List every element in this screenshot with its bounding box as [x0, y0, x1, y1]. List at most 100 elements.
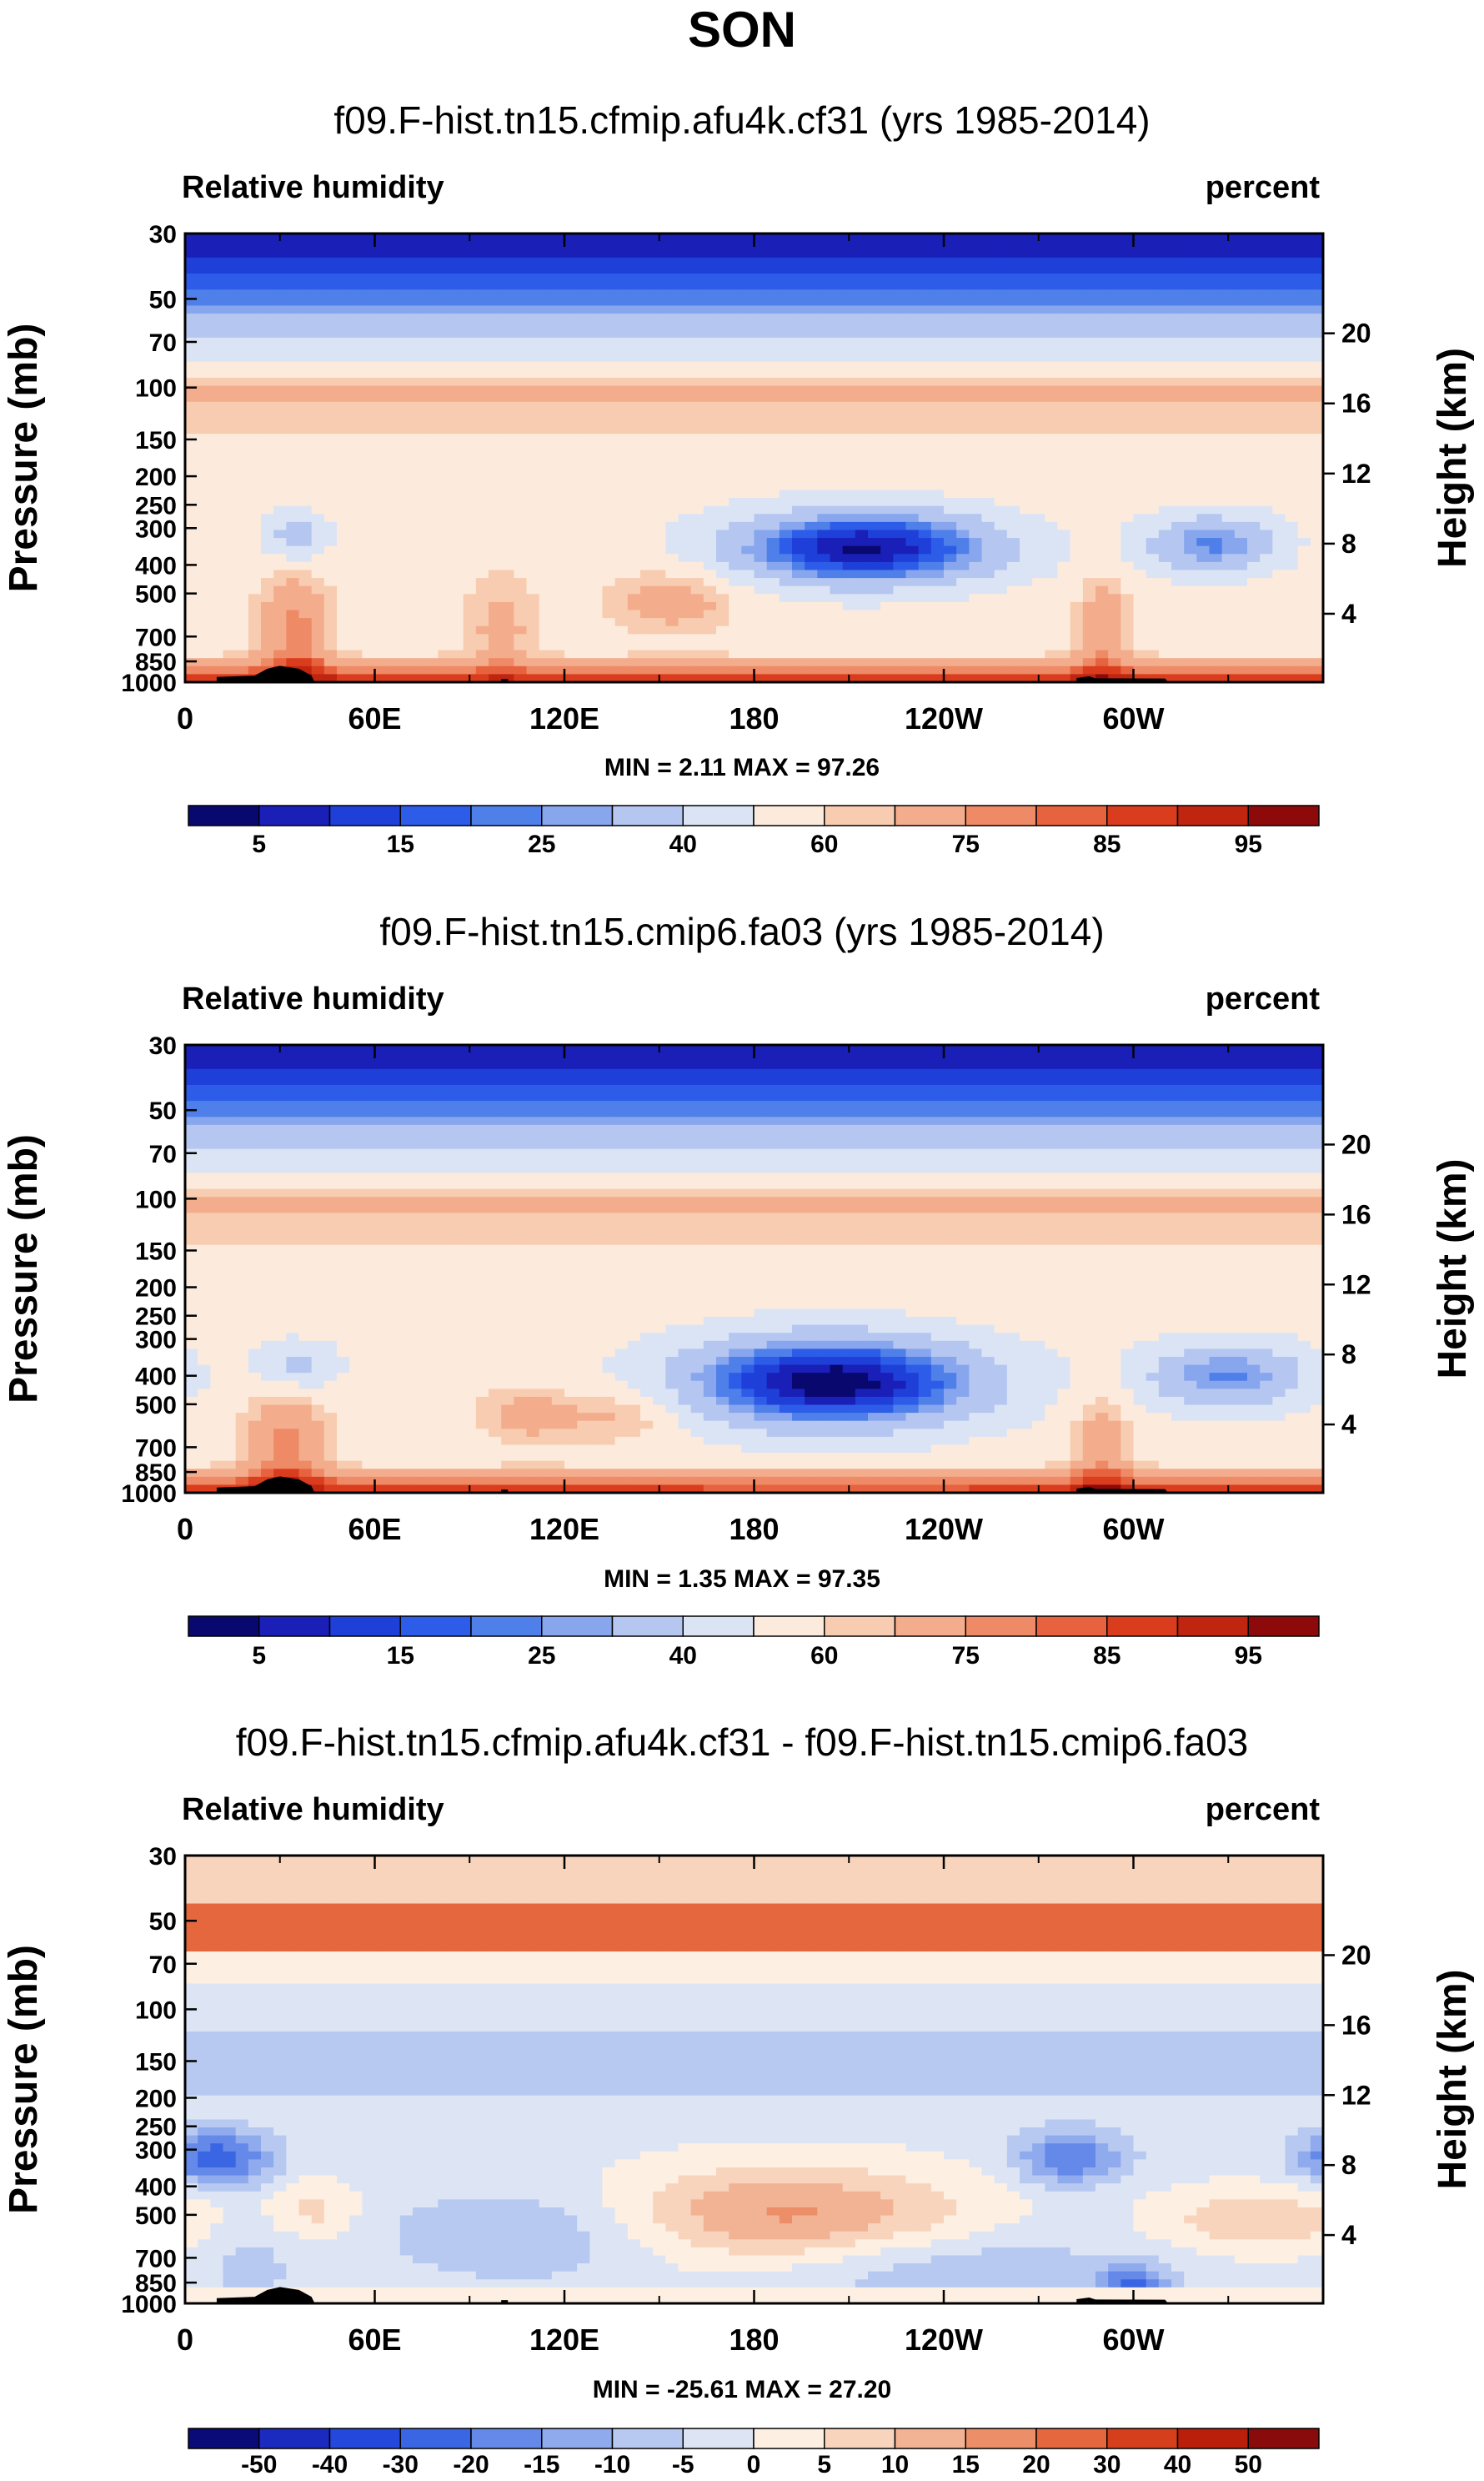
- field-cell: [1146, 474, 1160, 483]
- field-cell: [1171, 570, 1185, 579]
- field-cell: [817, 658, 831, 667]
- field-cell: [489, 641, 502, 651]
- field-cell: [1285, 394, 1299, 403]
- field-cell: [994, 249, 1008, 259]
- field-cell: [1158, 394, 1172, 403]
- field-cell: [665, 481, 679, 491]
- field-cell: [678, 425, 692, 434]
- field-cell: [1260, 474, 1273, 483]
- field-cell: [185, 289, 198, 299]
- field-cell: [1020, 385, 1033, 394]
- field-cell: [1020, 545, 1033, 555]
- field-cell: [1121, 490, 1135, 499]
- field-cell: [273, 625, 287, 635]
- field-cell: [337, 498, 350, 507]
- field-cell: [273, 297, 287, 307]
- field-cell: [349, 674, 363, 683]
- field-cell: [1297, 417, 1311, 427]
- field-cell: [994, 314, 1008, 323]
- field-cell: [589, 465, 604, 475]
- field-cell: [1221, 514, 1236, 523]
- field-cell: [1006, 289, 1020, 299]
- field-cell: [1247, 634, 1261, 643]
- field-cell: [766, 297, 780, 307]
- field-cell: [969, 257, 983, 267]
- field-cell: [1146, 305, 1160, 314]
- field-cell: [210, 634, 224, 643]
- field-cell: [1297, 650, 1311, 659]
- field-cell: [1045, 490, 1059, 499]
- field-cell: [185, 257, 198, 267]
- field-cell: [1133, 458, 1147, 467]
- field-cell: [994, 354, 1008, 363]
- field-cell: [614, 634, 629, 643]
- field-cell: [1057, 570, 1071, 579]
- field-cell: [1057, 289, 1071, 299]
- field-cell: [716, 417, 729, 427]
- field-cell: [438, 329, 452, 339]
- field-cell: [817, 665, 831, 675]
- field-cell: [577, 610, 590, 619]
- field-cell: [779, 425, 793, 434]
- field-cell: [475, 601, 489, 611]
- field-cell: [602, 321, 616, 330]
- field-cell: [842, 658, 856, 667]
- field-cell: [438, 545, 452, 555]
- field-cell: [754, 297, 768, 307]
- field-cell: [438, 618, 452, 627]
- field-cell: [425, 641, 439, 651]
- field-cell: [1171, 610, 1185, 619]
- field-cell: [577, 665, 590, 675]
- field-cell: [514, 297, 528, 307]
- field-cell: [1070, 521, 1084, 531]
- field-cell: [286, 434, 300, 443]
- field-cell: [741, 585, 755, 595]
- field-cell: [311, 634, 325, 643]
- field-cell: [1108, 329, 1121, 339]
- field-cell: [286, 601, 300, 611]
- field-cell: [198, 674, 211, 683]
- field-cell: [614, 458, 629, 467]
- field-cell: [1095, 481, 1109, 491]
- field-cell: [501, 314, 514, 323]
- field-cell: [729, 409, 742, 419]
- field-cell: [981, 665, 995, 675]
- field-cell: [1057, 625, 1071, 635]
- field-cell: [653, 530, 666, 539]
- field-cell: [855, 297, 869, 307]
- field-cell: [1146, 585, 1160, 595]
- field-cell: [489, 538, 502, 547]
- field-cell: [1082, 369, 1096, 379]
- field-cell: [1146, 417, 1160, 427]
- field-cell: [1045, 465, 1059, 475]
- field-cell: [261, 554, 274, 563]
- field-cell: [956, 249, 970, 259]
- field-cell: [665, 385, 679, 394]
- field-cell: [1070, 385, 1084, 394]
- field-cell: [526, 345, 540, 354]
- field-cell: [210, 458, 224, 467]
- field-cell: [286, 394, 300, 403]
- field-cell: [349, 554, 363, 563]
- field-cell: [337, 425, 350, 434]
- field-cell: [766, 361, 780, 370]
- field-cell: [489, 650, 502, 659]
- field-cell: [729, 249, 742, 259]
- field-cell: [905, 594, 920, 603]
- field-cell: [779, 521, 793, 531]
- field-cell: [235, 305, 249, 314]
- field-cell: [223, 394, 237, 403]
- field-cell: [842, 369, 856, 379]
- field-cell: [703, 385, 717, 394]
- field-cell: [1234, 297, 1248, 307]
- field-cell: [1260, 241, 1273, 250]
- field-cell: [665, 530, 679, 539]
- field-cell: [387, 369, 401, 379]
- field-cell: [1070, 465, 1084, 475]
- field-cell: [665, 441, 679, 450]
- field-cell: [323, 674, 338, 683]
- field-cell: [868, 474, 881, 483]
- field-cell: [1234, 634, 1248, 643]
- field-cell: [627, 490, 641, 499]
- field-cell: [602, 314, 616, 323]
